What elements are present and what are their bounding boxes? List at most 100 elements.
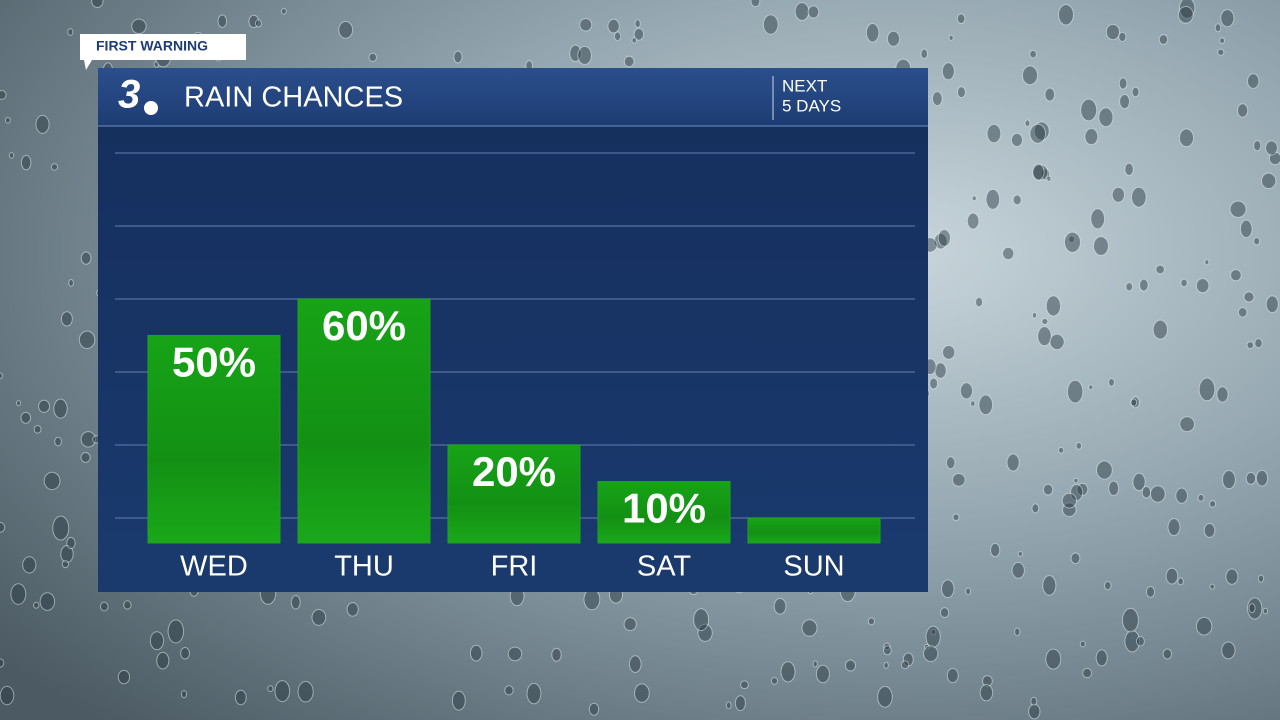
rain-drop	[1084, 128, 1099, 146]
rain-drop	[920, 48, 929, 60]
rain-drop	[1042, 575, 1057, 596]
rain-drop	[1177, 577, 1184, 586]
rain-drop	[1012, 194, 1022, 206]
rain-drop	[1068, 235, 1075, 244]
rain-drop	[930, 628, 937, 636]
rain-drop	[1265, 295, 1279, 314]
rain-drop	[507, 646, 523, 662]
rain-drop	[1031, 311, 1038, 319]
rain-drop	[311, 608, 327, 626]
rain-drop	[1029, 123, 1047, 144]
rain-drop	[1217, 48, 1225, 56]
rain-drop	[33, 601, 40, 609]
rain-drop	[1105, 23, 1121, 41]
rain-drop	[807, 5, 820, 19]
rain-drop	[1010, 132, 1023, 147]
rain-drop	[1221, 641, 1236, 660]
rain-drop	[931, 91, 943, 107]
rain-drop	[346, 602, 359, 617]
rain-drop	[959, 382, 974, 400]
rain-drop	[773, 597, 787, 615]
rain-drop	[1073, 477, 1079, 484]
rain-drop	[623, 617, 637, 632]
rain-drop	[867, 617, 875, 626]
rain-drop	[91, 0, 104, 8]
rain-drop	[53, 398, 68, 419]
bar	[297, 298, 431, 544]
rain-drop	[579, 18, 593, 32]
rain-drop	[1214, 23, 1222, 33]
x-tick-label: THU	[334, 551, 394, 583]
rain-drop	[67, 28, 74, 36]
rain-drop	[941, 579, 955, 599]
rain-drop	[1155, 264, 1165, 275]
rain-drop	[939, 607, 950, 619]
rain-drop	[16, 400, 22, 407]
rain-drop	[1203, 522, 1216, 538]
rain-drop	[1209, 583, 1216, 590]
rain-drop	[1030, 696, 1038, 707]
value-label: 20%	[472, 448, 556, 495]
rain-drop	[628, 655, 642, 673]
rain-drop	[1152, 319, 1168, 340]
rain-drop	[280, 8, 287, 15]
rain-drop	[990, 542, 1001, 558]
bar	[147, 335, 281, 544]
rain-drop	[1049, 333, 1065, 351]
rain-drop	[368, 52, 377, 62]
rain-drop	[274, 680, 291, 703]
rain-drop	[149, 631, 165, 651]
rain-drop	[234, 689, 247, 706]
rain-drop	[956, 13, 966, 25]
rain-drop	[693, 608, 710, 632]
rain-drop	[180, 646, 190, 660]
rain-drop	[1248, 603, 1256, 614]
rain-drop	[942, 344, 956, 360]
rain-drop	[1255, 469, 1269, 487]
rain-drop	[1031, 503, 1040, 514]
rain-drop	[971, 195, 977, 202]
rain-drop	[1041, 318, 1049, 326]
rain-drop	[1178, 128, 1195, 148]
rain-drop	[1220, 9, 1235, 28]
rain-drop	[633, 27, 645, 41]
rain-drop	[1067, 379, 1084, 404]
rain-drop	[982, 675, 993, 687]
rain-drop	[1178, 0, 1196, 19]
rain-drop	[1045, 648, 1062, 670]
rain-drop	[1044, 87, 1056, 102]
rain-drop	[1135, 636, 1145, 647]
rain-drop	[883, 645, 892, 656]
rain-drop	[1032, 163, 1045, 181]
rain-drop	[1082, 667, 1093, 679]
rain-drop	[1014, 627, 1021, 637]
rain-drop	[1132, 472, 1146, 492]
logo: 3	[118, 73, 140, 117]
rain-drop	[526, 682, 542, 705]
rain-drop	[1237, 307, 1248, 318]
rain-drop	[1079, 640, 1086, 648]
rain-drop	[966, 212, 980, 230]
period-line: NEXT	[782, 76, 827, 95]
rain-drop	[986, 123, 1002, 144]
rain-drop	[1225, 568, 1239, 585]
rain-drop	[951, 473, 966, 487]
rain-drop	[54, 436, 62, 447]
rain-drop	[956, 86, 966, 99]
rain-drop	[1121, 607, 1139, 633]
rain-drop	[877, 686, 893, 708]
rain-drop	[1216, 386, 1229, 403]
rain-drop	[1118, 77, 1128, 90]
rain-drop	[1162, 648, 1173, 660]
rain-drop	[634, 19, 641, 28]
rain-drop	[1246, 73, 1260, 89]
rain-drop	[35, 114, 50, 134]
rain-drop	[33, 425, 42, 434]
rain-drop	[770, 677, 779, 685]
rain-drop	[123, 600, 132, 610]
rain-drop	[254, 19, 262, 28]
rain-drop	[1029, 49, 1037, 59]
rain-drop	[60, 311, 73, 327]
rain-drop	[1149, 485, 1166, 503]
rain-drop	[551, 647, 562, 662]
